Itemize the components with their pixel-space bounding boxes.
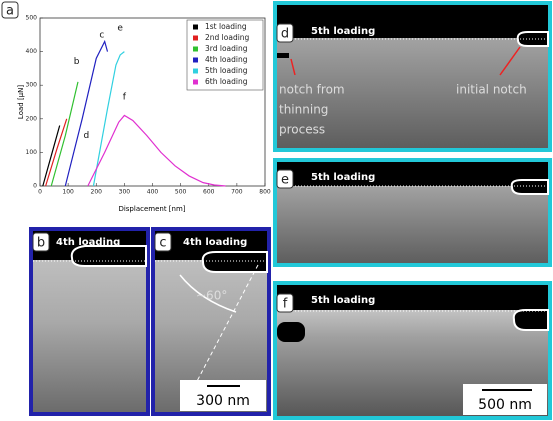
legend-label: 5th loading (205, 66, 248, 75)
x-axis-label: Displacement [nm] (118, 205, 185, 213)
notch (70, 245, 147, 267)
panel-label-box (32, 232, 50, 252)
panel-label-box (154, 232, 172, 252)
legend-swatch (193, 46, 198, 52)
annotation: d (84, 131, 90, 141)
panel-label-box (276, 23, 294, 43)
notch (277, 322, 305, 342)
angle-label: ~60° (196, 289, 227, 303)
x-tick-label: 700 (231, 189, 243, 196)
annotation: b (74, 57, 80, 67)
x-tick-label: 500 (175, 189, 187, 196)
legend-label: 6th loading (205, 77, 248, 86)
annotation: process (279, 123, 325, 137)
y-tick-label: 300 (26, 82, 38, 89)
crack-direction (194, 264, 259, 386)
legend-swatch (193, 35, 198, 41)
loading-label: 4th loading (183, 237, 247, 248)
arrow (499, 46, 521, 76)
notch (201, 251, 268, 273)
vacuum-region (277, 5, 548, 38)
notch (510, 179, 549, 195)
legend-label: 4th loading (205, 55, 248, 64)
y-tick-label: 500 (26, 15, 38, 22)
y-tick-label: 0 (33, 183, 37, 190)
x-tick-label: 0 (38, 189, 42, 196)
loading-label: 4th loading (56, 237, 120, 248)
panel-label: f (283, 297, 288, 312)
legend-label: 2nd loading (205, 33, 250, 42)
annotation: f (123, 92, 127, 102)
x-tick-label: 100 (62, 189, 74, 196)
y-tick-label: 200 (26, 115, 38, 122)
loading-label: 5th loading (311, 295, 375, 306)
data-line (87, 114, 226, 187)
annotation: initial notch (456, 83, 527, 97)
panel-label-box (276, 169, 294, 189)
notch (512, 309, 549, 331)
panel-label: a (6, 4, 14, 19)
legend-label: 3rd loading (205, 44, 248, 53)
vacuum-region (277, 162, 548, 186)
panel-label: c (159, 236, 166, 251)
annotation: notch from (279, 83, 345, 97)
notch (277, 53, 289, 58)
legend-label: 1st loading (205, 22, 247, 31)
legend-swatch (193, 79, 198, 85)
annotation: thinning (279, 103, 328, 117)
x-tick-label: 800 (259, 189, 271, 196)
data-line (50, 81, 79, 187)
scalebar-label: 300 nm (196, 393, 250, 409)
annotation: e (117, 24, 123, 34)
legend-swatch (193, 68, 198, 74)
y-axis-label: Load [μN] (17, 85, 25, 119)
y-tick-label: 100 (26, 149, 38, 156)
x-tick-label: 200 (91, 189, 103, 196)
loading-label: 5th loading (311, 172, 375, 183)
chart: Displacement [nm] Load [μN] 0 100 200 300 40… (17, 15, 271, 214)
panel-label-box (276, 293, 294, 313)
x-tick-label: 600 (203, 189, 215, 196)
legend-box (186, 19, 264, 91)
data-line (64, 39, 109, 187)
y-tick-label: 400 (26, 48, 38, 55)
angle-arc (179, 274, 237, 313)
data-line (42, 125, 61, 187)
panel-label: d (281, 27, 289, 42)
legend-swatch (193, 57, 198, 63)
data-line (92, 51, 125, 187)
vacuum-region (277, 285, 548, 310)
annotation: c (99, 30, 104, 40)
legend-swatch (193, 24, 198, 30)
arrow (290, 58, 296, 76)
data-line (45, 118, 68, 187)
x-tick-label: 400 (147, 189, 159, 196)
panel-label: e (281, 173, 289, 188)
panel-label: b (37, 236, 45, 251)
loading-label: 5th loading (311, 26, 375, 37)
scalebar-label: 500 nm (478, 397, 532, 413)
x-tick-label: 300 (119, 189, 131, 196)
panel-label-box (1, 1, 19, 19)
